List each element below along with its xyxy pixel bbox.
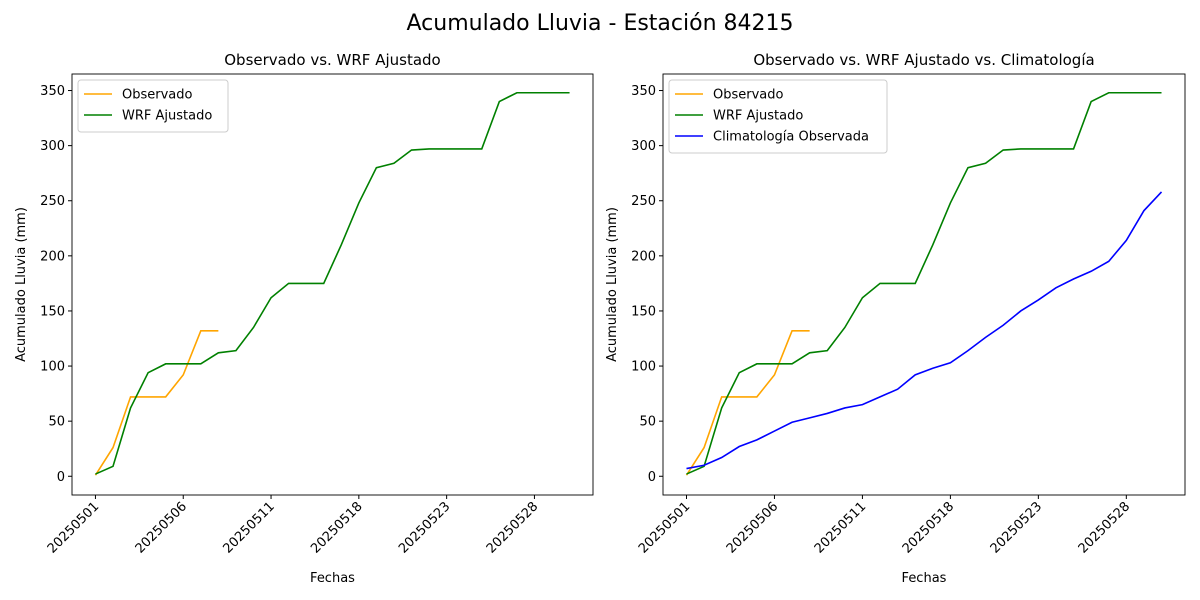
y-tick-label: 0 [57,470,65,485]
y-tick-label: 150 [631,304,656,319]
plot-frame [662,73,1186,496]
y-tick-label: 350 [631,84,656,99]
x-tick-label: 20250518 [900,499,957,556]
series-line [95,91,570,475]
x-tick-label: 20250511 [220,499,277,556]
x-tick-label: 20250506 [133,499,190,556]
y-tick-label: 300 [40,139,65,154]
y-axis-label: Acumulado Lluvia (mm) [605,207,620,362]
x-axis-label: Fechas [902,571,947,586]
x-tick-label: 20250528 [484,499,541,556]
y-axis-label: Acumulado Lluvia (mm) [14,207,29,362]
x-tick-label: 20250506 [724,499,781,556]
x-axis-label: Fechas [310,571,355,586]
y-tick-label: 0 [648,470,656,485]
y-tick-label: 150 [40,304,65,319]
x-tick-label: 20250501 [45,499,102,556]
y-tick-label: 200 [631,249,656,264]
chart-title: Observado vs. WRF Ajustado [224,51,440,69]
y-tick-label: 50 [639,415,656,430]
legend-label: Observado [713,88,784,103]
x-tick-label: 20250501 [636,499,693,556]
y-tick-label: 200 [40,249,65,264]
series-line [685,329,810,476]
legend-box [668,79,888,154]
y-tick-label: 100 [631,360,656,375]
y-tick-label: 300 [631,139,656,154]
x-tick-label: 20250523 [988,499,1045,556]
series-line [686,91,1162,475]
legend-label: Climatología Observada [713,130,869,145]
y-tick-label: 250 [40,194,65,209]
y-tick-label: 250 [631,194,656,209]
x-tick-label: 20250511 [812,499,869,556]
legend-box [77,79,229,133]
legend-label: WRF Ajustado [713,109,803,124]
legend-label: WRF Ajustado [122,109,212,124]
series-line [686,191,1163,470]
legend-label: Observado [122,88,193,103]
x-tick-label: 20250528 [1076,499,1133,556]
x-tick-label: 20250523 [396,499,453,556]
y-tick-label: 350 [40,84,65,99]
series-line [94,329,219,476]
chart-title: Observado vs. WRF Ajustado vs. Climatolo… [753,51,1094,69]
y-tick-label: 100 [40,360,65,375]
x-tick-label: 20250518 [308,499,365,556]
y-tick-label: 50 [48,415,65,430]
plot-frame [71,73,594,496]
figure-title: Acumulado Lluvia - Estación 84215 [407,11,794,36]
